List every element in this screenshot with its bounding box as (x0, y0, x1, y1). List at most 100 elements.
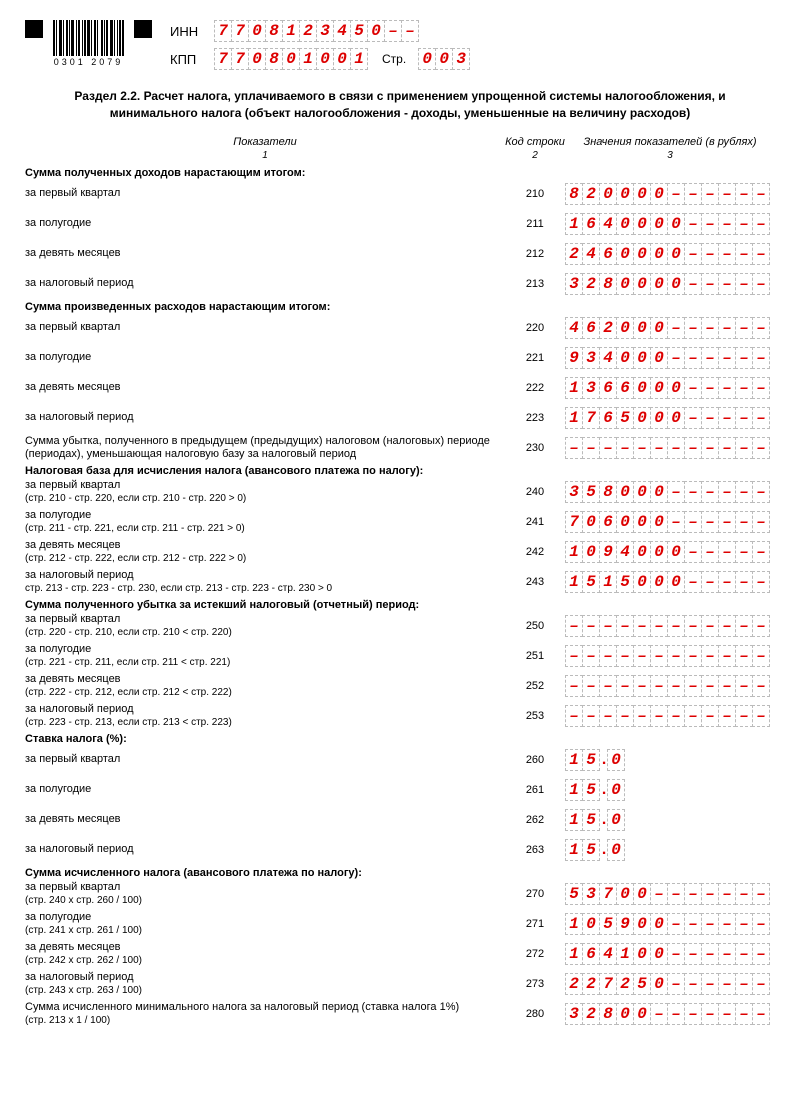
value-cell: – (752, 541, 770, 563)
value-cell: 0 (667, 407, 685, 429)
value-cell: 0 (616, 481, 634, 503)
value-cell: – (701, 273, 719, 295)
value-cell: – (718, 883, 736, 905)
row-code: 251 (505, 650, 565, 662)
value-cell: – (735, 377, 753, 399)
value-cell: 6 (616, 377, 634, 399)
value-cell: 2 (616, 973, 634, 995)
value-cell: – (633, 675, 651, 697)
value-cell: – (752, 273, 770, 295)
value-cell: – (701, 943, 719, 965)
value-cell: – (384, 20, 402, 42)
value-cell: 2 (582, 1003, 600, 1025)
row-value: 358000–––––– (565, 481, 775, 503)
value-cell: 6 (582, 213, 600, 235)
kpp-cells: 770801001 (214, 48, 368, 70)
value-cell: – (667, 913, 685, 935)
row-label: за полугодие (25, 217, 505, 230)
form-row: за девять месяцев26215.0 (25, 807, 775, 833)
value-cell: 0 (282, 48, 300, 70)
value-cell: – (735, 675, 753, 697)
value-cell: 0 (650, 377, 668, 399)
value-cell: 0 (607, 839, 625, 861)
value-cell: – (735, 943, 753, 965)
value-cell: 1 (565, 407, 583, 429)
value-cell: – (735, 705, 753, 727)
row-code: 230 (505, 442, 565, 454)
form-row: за полугодие(стр. 241 х стр. 261 / 100)2… (25, 911, 775, 937)
row-value: 1366000––––– (565, 377, 775, 399)
value-cell: 2 (582, 973, 600, 995)
value-cell: – (701, 645, 719, 667)
row-code: 272 (505, 948, 565, 960)
form-row: за первый квартал26015.0 (25, 747, 775, 773)
value-cell: – (582, 675, 600, 697)
value-cell: – (650, 1003, 668, 1025)
value-cell: – (667, 973, 685, 995)
value-cell: 0 (607, 779, 625, 801)
value-cell: 0 (633, 317, 651, 339)
value-cell: – (752, 943, 770, 965)
value-cell: 0 (599, 183, 617, 205)
value-cell: 0 (650, 213, 668, 235)
value-cell: 0 (650, 347, 668, 369)
row-value: 15.0 (565, 749, 775, 771)
row-code: 252 (505, 680, 565, 692)
row-label: за налоговый период(стр. 243 х стр. 263 … (25, 971, 505, 996)
group-heading: Ставка налога (%): (25, 733, 775, 745)
row-code: 240 (505, 486, 565, 498)
value-cell: 7 (565, 511, 583, 533)
row-code: 212 (505, 248, 565, 260)
row-label: за налоговый период (25, 411, 505, 424)
value-cell: 2 (565, 243, 583, 265)
value-cell: 2 (599, 317, 617, 339)
value-cell: 3 (582, 883, 600, 905)
col-head-2: Код строки (505, 136, 565, 148)
row-value: 706000–––––– (565, 511, 775, 533)
value-cell: – (752, 213, 770, 235)
value-cell: 1 (565, 571, 583, 593)
value-cell: 4 (599, 213, 617, 235)
value-cell: 0 (582, 511, 600, 533)
form-row: за налоговый период2231765000––––– (25, 405, 775, 431)
form-row: за первый квартал(стр. 240 х стр. 260 / … (25, 881, 775, 907)
value-cell: – (633, 645, 651, 667)
value-cell: 0 (633, 511, 651, 533)
row-value: 53700––––––– (565, 883, 775, 905)
value-cell: – (718, 675, 736, 697)
value-cell: – (684, 273, 702, 295)
value-cell: – (684, 437, 702, 459)
value-cell: – (735, 645, 753, 667)
row-value: 32800––––––– (565, 1003, 775, 1025)
row-label: за полугодие (25, 783, 505, 796)
value-cell: – (735, 243, 753, 265)
group-heading: Сумма исчисленного налога (авансового пл… (25, 867, 775, 879)
value-cell: – (650, 645, 668, 667)
row-code: 243 (505, 576, 565, 588)
value-cell: – (752, 183, 770, 205)
value-cell: – (735, 511, 753, 533)
value-cell: 0 (650, 317, 668, 339)
row-label: за девять месяцев (25, 247, 505, 260)
row-sublabel: (стр. 213 х 1 / 100) (25, 1015, 497, 1027)
row-value: 820000–––––– (565, 183, 775, 205)
value-cell: – (684, 973, 702, 995)
value-cell: – (718, 437, 736, 459)
value-cell: – (667, 317, 685, 339)
value-cell: – (599, 675, 617, 697)
value-cell: 0 (616, 273, 634, 295)
form-row: за полугодие26115.0 (25, 777, 775, 803)
form-row: за налоговый период2133280000––––– (25, 271, 775, 297)
value-cell: – (565, 437, 583, 459)
row-code: 210 (505, 188, 565, 200)
row-label: за налоговый периодстр. 213 - стр. 223 -… (25, 569, 505, 594)
value-cell: 0 (616, 183, 634, 205)
value-cell: – (718, 943, 736, 965)
value-cell: – (565, 615, 583, 637)
group-heading: Сумма полученного убытка за истекший нал… (25, 599, 775, 611)
row-value: 1515000––––– (565, 571, 775, 593)
value-cell: 0 (616, 883, 634, 905)
value-cell: – (718, 273, 736, 295)
row-value: 462000–––––– (565, 317, 775, 339)
page-cells: 003 (418, 48, 470, 70)
